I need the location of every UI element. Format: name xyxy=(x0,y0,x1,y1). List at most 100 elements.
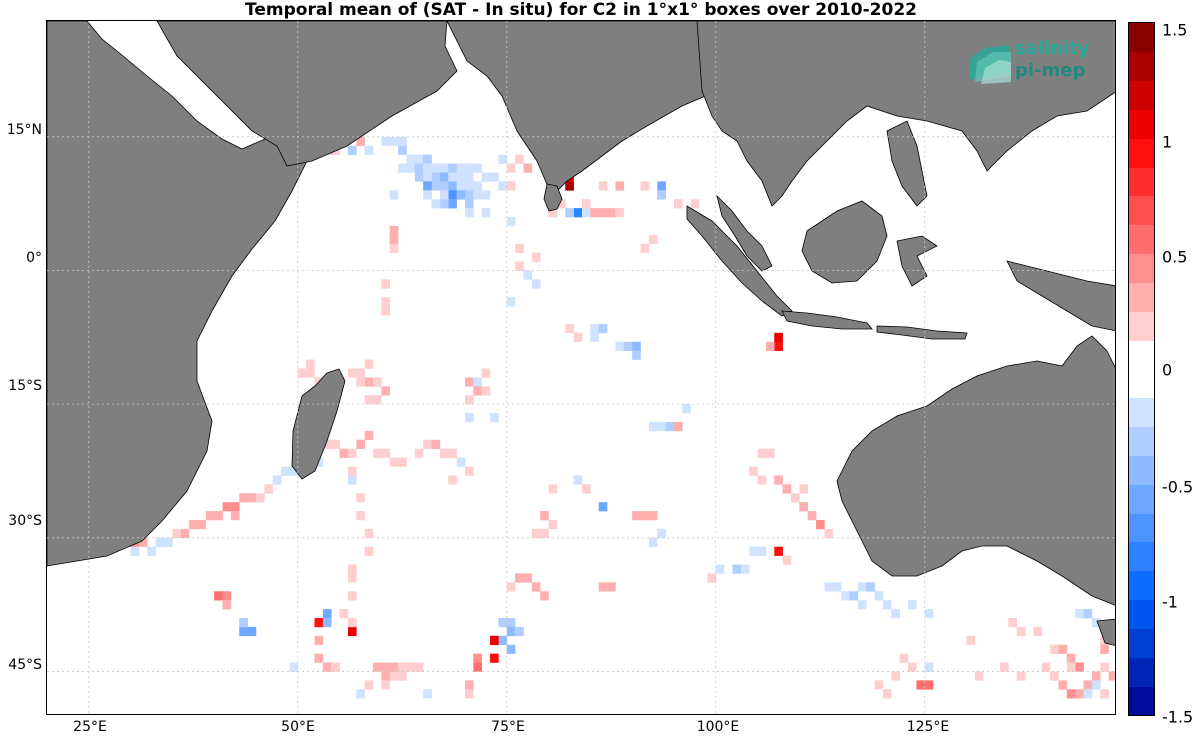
data-cell xyxy=(431,181,441,191)
data-cell xyxy=(347,617,357,628)
data-cell xyxy=(506,217,516,227)
lon-label-25e: 25°E xyxy=(73,719,107,735)
colorbar-label-neg1: -1 xyxy=(1162,592,1178,612)
data-cell xyxy=(189,519,198,530)
data-cell xyxy=(1066,689,1076,699)
colorbar-segment xyxy=(1129,686,1154,715)
data-cell xyxy=(214,511,223,521)
colorbar-segment xyxy=(1129,397,1154,428)
data-cell xyxy=(765,448,775,458)
colorbar-label-neg0.5: -0.5 xyxy=(1162,477,1194,497)
landmass-africa-arabia xyxy=(47,21,308,567)
colorbar-segment xyxy=(1129,23,1154,53)
data-cell xyxy=(398,671,407,681)
data-cell xyxy=(473,377,482,387)
data-cell xyxy=(757,448,767,458)
data-cell xyxy=(322,617,332,628)
colorbar-segment xyxy=(1129,340,1154,370)
data-cell xyxy=(924,662,934,672)
data-cell xyxy=(615,208,625,218)
data-cell xyxy=(481,386,491,396)
colorbar-segment xyxy=(1129,599,1154,629)
data-cell xyxy=(573,208,583,218)
data-cell xyxy=(1075,662,1084,672)
data-cell xyxy=(439,172,449,182)
data-cell xyxy=(448,181,457,191)
lat-label-45s: 45°S xyxy=(8,657,42,673)
colorbar-segment xyxy=(1129,167,1154,197)
data-cell xyxy=(598,582,608,592)
data-cell xyxy=(682,404,691,414)
data-cell xyxy=(607,582,616,592)
data-cell xyxy=(473,653,482,663)
landmass-philippines xyxy=(886,120,928,207)
data-cell xyxy=(322,609,332,619)
colorbar-segment xyxy=(1129,628,1154,658)
data-cell xyxy=(464,199,474,209)
data-cell xyxy=(841,591,850,601)
data-cell xyxy=(615,341,625,351)
logo-text-pimep: pi-mep xyxy=(1015,60,1086,81)
data-cell xyxy=(506,617,516,628)
data-cell xyxy=(757,475,767,485)
colorbar-segment xyxy=(1129,282,1154,312)
data-cell xyxy=(623,341,633,351)
data-cell xyxy=(431,163,441,173)
data-cell xyxy=(632,511,641,521)
data-cell xyxy=(381,136,391,147)
data-cell xyxy=(506,297,516,307)
data-cell xyxy=(230,502,240,512)
data-cell xyxy=(1041,662,1051,672)
data-cell xyxy=(640,181,650,191)
data-cell xyxy=(347,145,357,155)
data-cell xyxy=(322,439,332,449)
map-plot-area[interactable] xyxy=(46,20,1116,715)
data-cell xyxy=(456,181,466,191)
data-cell xyxy=(1050,671,1059,681)
data-cell xyxy=(364,395,374,405)
data-cell xyxy=(389,136,399,147)
data-cell xyxy=(1083,680,1093,690)
data-cell xyxy=(515,243,524,253)
data-cell xyxy=(523,163,533,173)
data-cell xyxy=(347,564,357,574)
data-cell xyxy=(648,421,658,432)
landmass-lesser-sunda xyxy=(876,325,968,340)
data-cell xyxy=(448,199,457,209)
data-cell xyxy=(381,297,391,307)
data-cell xyxy=(439,199,449,209)
data-cell xyxy=(874,680,884,690)
data-cell xyxy=(523,270,533,280)
data-cell xyxy=(807,511,817,521)
data-cell xyxy=(1050,644,1059,654)
data-cell xyxy=(230,511,240,521)
data-cell xyxy=(381,671,391,681)
data-cell xyxy=(364,430,374,441)
data-cell xyxy=(481,208,491,218)
data-cell xyxy=(490,653,499,663)
data-cell xyxy=(648,537,658,548)
data-cell xyxy=(423,154,432,164)
colorbar-segment xyxy=(1129,311,1154,341)
data-cell xyxy=(1033,626,1043,637)
data-cell xyxy=(774,341,783,351)
data-cell xyxy=(715,564,725,574)
lon-label-100e: 100°E xyxy=(696,719,740,735)
data-cell xyxy=(757,546,767,556)
data-cell xyxy=(565,181,574,191)
data-cell xyxy=(882,689,892,699)
data-cell xyxy=(598,323,608,334)
data-cell xyxy=(816,519,825,530)
data-cell xyxy=(464,190,474,200)
colorbar-segment xyxy=(1129,224,1154,255)
colorbar-segment xyxy=(1129,80,1154,110)
data-cell xyxy=(356,511,365,521)
data-cell xyxy=(373,448,382,458)
data-cell xyxy=(1058,680,1068,690)
landmass-new-guinea xyxy=(1006,260,1115,332)
data-cell xyxy=(239,617,248,628)
data-cell xyxy=(448,475,457,485)
data-cell xyxy=(423,689,432,699)
data-cell xyxy=(138,537,148,548)
lat-label-30s: 30°S xyxy=(8,513,42,529)
